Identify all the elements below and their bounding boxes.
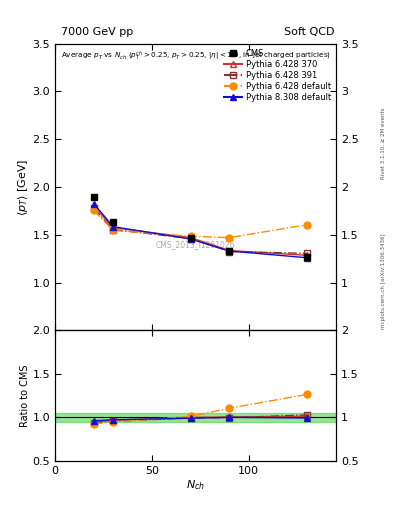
Text: CMS_2013_I1261026: CMS_2013_I1261026	[156, 240, 235, 249]
Text: Average $p_T$ vs $N_{ch}$ ($p_T^{ch}>0.25$, $p_T>0.25$, $|\eta|<1.9$, in-jet cha: Average $p_T$ vs $N_{ch}$ ($p_T^{ch}>0.2…	[61, 49, 331, 62]
X-axis label: $N_{ch}$: $N_{ch}$	[186, 478, 205, 492]
Y-axis label: $\langle p_T \rangle$ [GeV]: $\langle p_T \rangle$ [GeV]	[16, 158, 29, 216]
Text: mcplots.cern.ch [arXiv:1306.3436]: mcplots.cern.ch [arXiv:1306.3436]	[381, 234, 386, 329]
Text: 7000 GeV pp: 7000 GeV pp	[61, 27, 133, 37]
Text: Rivet 3.1.10, ≥ 2M events: Rivet 3.1.10, ≥ 2M events	[381, 108, 386, 179]
Text: Soft QCD: Soft QCD	[285, 27, 335, 37]
Legend: CMS, Pythia 6.428 370, Pythia 6.428 391, Pythia 6.428 default, Pythia 8.308 defa: CMS, Pythia 6.428 370, Pythia 6.428 391,…	[222, 46, 334, 104]
Y-axis label: Ratio to CMS: Ratio to CMS	[20, 365, 29, 427]
Bar	[55, 413, 336, 422]
